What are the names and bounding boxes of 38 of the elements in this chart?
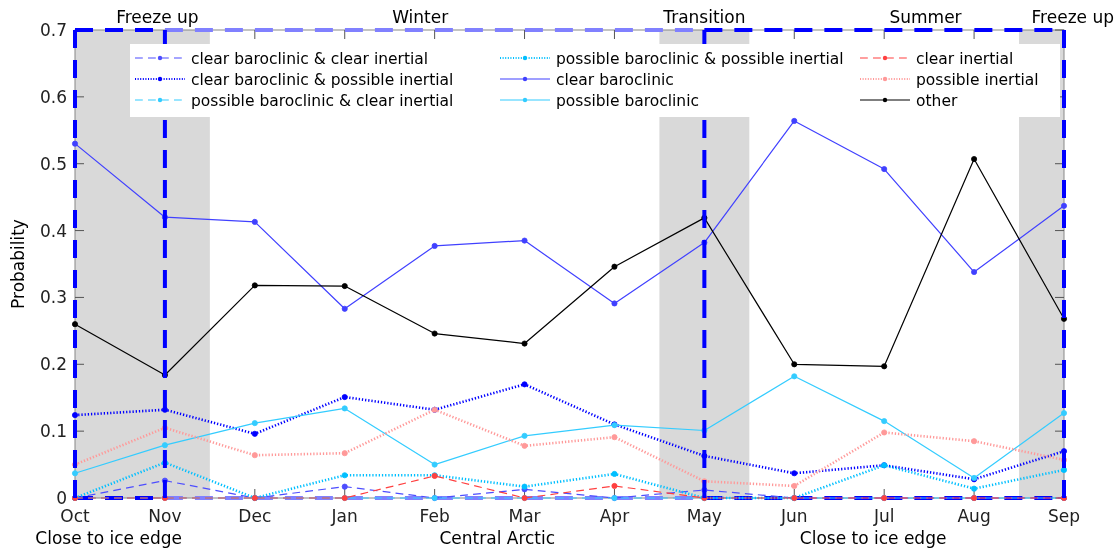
legend-label: possible baroclinic [556, 92, 700, 110]
text: Close to ice edge [35, 528, 182, 548]
x-tick-label: Mar [508, 506, 541, 526]
x-tick-label: May [686, 506, 722, 526]
x-tick-label: Jun [779, 506, 808, 526]
x-tick-label: Jul [872, 506, 895, 526]
legend-label: clear baroclinic [556, 71, 674, 89]
legend-label: clear baroclinic & possible inertial [191, 71, 454, 89]
y-tick-label: 0.5 [39, 153, 67, 174]
legend-label: clear inertial [916, 50, 1014, 68]
x-tick-label: Apr [599, 506, 630, 526]
x-tick-label: Feb [419, 506, 450, 526]
x-tick-label: Sep [1047, 506, 1081, 526]
legend-label: clear baroclinic & clear inertial [191, 50, 429, 68]
y-tick-label: 0.1 [39, 421, 67, 442]
text: Winter [392, 7, 449, 27]
legend-label: possible inertial [916, 71, 1039, 89]
x-tick-label: Jan [330, 506, 358, 526]
x-tick-label: Aug [957, 506, 991, 526]
band-label: Transition [662, 7, 746, 27]
y-tick-label: 0.4 [39, 220, 67, 241]
y-tick-label: 0 [56, 488, 67, 508]
legend-label: possible baroclinic & possible inertial [556, 50, 844, 68]
y-tick-label: 0.2 [39, 354, 67, 375]
legend-label: possible baroclinic & clear inertial [191, 92, 454, 110]
x-tick-label: Dec [238, 506, 272, 526]
y-tick-label: 0.3 [39, 287, 67, 308]
text: Close to ice edge [799, 528, 947, 548]
y-tick-label: 0.6 [39, 86, 67, 107]
y-tick-label: 0.7 [39, 20, 67, 40]
y-axis-title: Probability [8, 219, 28, 309]
x-tick-label: Oct [60, 506, 91, 526]
text: Central Arctic [439, 528, 556, 548]
x-tick-label: Nov [148, 506, 182, 526]
legend-label: other [916, 92, 958, 110]
band-label: Freeze up [1031, 7, 1114, 27]
text: Summer [889, 7, 962, 27]
band-label: Freeze up [116, 7, 199, 27]
